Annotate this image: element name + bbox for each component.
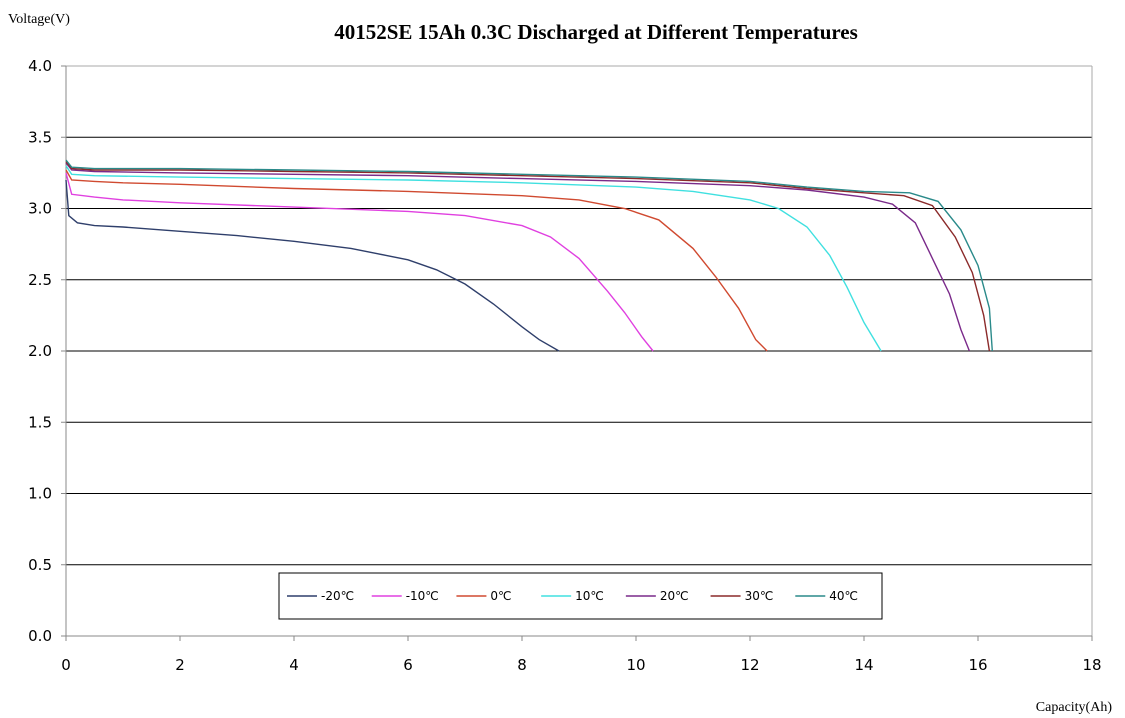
y-tick-labels: 0.0 0.5 1.0 1.5 2.0 2.5 3.0 3.5 4.0 <box>28 57 52 645</box>
series-line-0 <box>65 179 560 352</box>
x-tick-label: 8 <box>517 656 527 674</box>
series-line-1 <box>65 172 654 352</box>
legend-label: 30℃ <box>745 589 774 603</box>
x-tick-label: 0 <box>61 656 71 674</box>
x-tick-labels: 0 2 4 6 8 10 12 14 16 18 <box>61 656 1101 674</box>
legend-label: -10℃ <box>406 589 439 603</box>
legend-label: 10℃ <box>575 589 604 603</box>
y-tick-label: 1.0 <box>28 485 52 503</box>
series-line-5 <box>65 161 991 352</box>
x-tick-label: 14 <box>854 656 873 674</box>
y-tick-label: 4.0 <box>28 57 52 75</box>
series-line-2 <box>65 169 768 352</box>
legend-label: 40℃ <box>829 589 858 603</box>
x-axis-label: Capacity(Ah) <box>1036 700 1113 715</box>
y-axis-label: Voltage(V) <box>8 12 70 27</box>
y-tick-label: 0.5 <box>28 556 52 574</box>
y-tick-label: 3.5 <box>28 128 52 146</box>
x-tick-label: 12 <box>740 656 759 674</box>
x-tick-label: 6 <box>403 656 413 674</box>
y-tick-label: 2.0 <box>28 342 52 360</box>
x-tick-label: 10 <box>626 656 645 674</box>
legend-label: -20℃ <box>321 589 354 603</box>
legend-label: 20℃ <box>660 589 689 603</box>
legend: -20℃ -10℃ 0℃ 10℃ 20℃ 30℃ 40℃ <box>278 572 883 620</box>
axes <box>61 65 1093 641</box>
series-line-3 <box>65 165 882 352</box>
grid-lines <box>66 136 1092 566</box>
legend-label: 0℃ <box>490 589 511 603</box>
series-line-4 <box>65 162 971 352</box>
y-tick-label: 1.5 <box>28 413 52 431</box>
x-tick-label: 4 <box>289 656 299 674</box>
chart-title: 40152SE 15Ah 0.3C Discharged at Differen… <box>334 20 858 44</box>
series-line-6 <box>65 159 993 352</box>
y-tick-label: 2.5 <box>28 271 52 289</box>
x-tick-label: 18 <box>1082 656 1101 674</box>
series-lines <box>65 159 993 352</box>
x-tick-label: 2 <box>175 656 185 674</box>
y-tick-label: 0.0 <box>28 627 52 645</box>
y-tick-label: 3.0 <box>28 200 52 218</box>
x-tick-label: 16 <box>968 656 987 674</box>
